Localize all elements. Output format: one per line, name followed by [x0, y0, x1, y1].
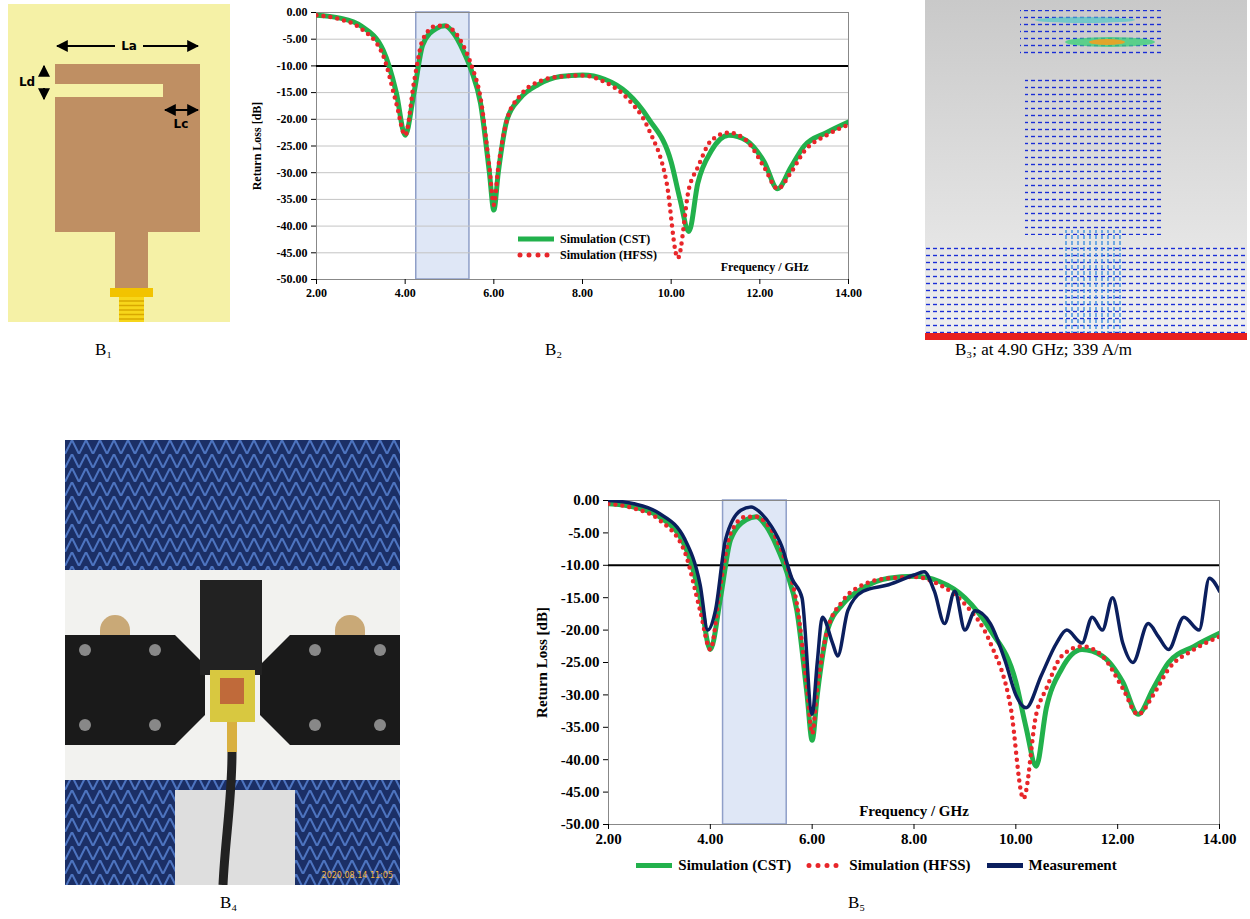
svg-text:-40.00: -40.00	[561, 752, 600, 768]
svg-text:La: La	[121, 39, 137, 53]
svg-text:2020.08.14 11:05: 2020.08.14 11:05	[322, 871, 393, 880]
html-text:Simulation (HFSS): Simulation (HFSS)	[849, 857, 971, 873]
html-text:B₄: B₄	[220, 893, 238, 912]
svg-text:14.00: 14.00	[835, 286, 862, 300]
svg-text:10.00: 10.00	[658, 286, 685, 300]
svg-text:-35.00: -35.00	[561, 719, 600, 735]
svg-text:Frequency / GHz: Frequency / GHz	[859, 803, 969, 819]
svg-text:-30.00: -30.00	[277, 166, 308, 180]
svg-text:10.00: 10.00	[999, 831, 1033, 847]
svg-text:2.00: 2.00	[595, 831, 621, 847]
svg-text:Return Loss [dB]: Return Loss [dB]	[250, 102, 264, 191]
svg-text:-10.00: -10.00	[561, 557, 600, 573]
html-text:Simulation (CST): Simulation (CST)	[678, 857, 792, 873]
svg-text:12.00: 12.00	[746, 286, 773, 300]
svg-text:6.00: 6.00	[483, 286, 504, 300]
svg-text:-50.00: -50.00	[277, 272, 308, 286]
svg-text:-5.00: -5.00	[568, 525, 599, 541]
svg-text:-30.00: -30.00	[561, 687, 600, 703]
svg-text:0.00: 0.00	[287, 5, 308, 19]
svg-text:-20.00: -20.00	[561, 622, 600, 638]
svg-text:-10.00: -10.00	[277, 59, 308, 73]
svg-text:-20.00: -20.00	[277, 112, 308, 126]
svg-text:-45.00: -45.00	[561, 784, 600, 800]
svg-text:-40.00: -40.00	[277, 219, 308, 233]
svg-text:Lc: Lc	[174, 117, 189, 131]
svg-text:-15.00: -15.00	[277, 85, 308, 99]
svg-text:14.00: 14.00	[1203, 831, 1237, 847]
svg-text:6.00: 6.00	[799, 831, 825, 847]
svg-text:4.00: 4.00	[697, 831, 723, 847]
html-text:B₅: B₅	[848, 893, 866, 912]
svg-text:-35.00: -35.00	[277, 192, 308, 206]
svg-text:-25.00: -25.00	[277, 139, 308, 153]
html-text:B₁: B₁	[95, 340, 113, 359]
html-text:Measurement: Measurement	[1028, 857, 1117, 873]
svg-text:-45.00: -45.00	[277, 246, 308, 260]
svg-text:Ld: Ld	[19, 75, 35, 89]
svg-text:8.00: 8.00	[572, 286, 593, 300]
svg-text:Return Loss [dB]: Return Loss [dB]	[534, 607, 550, 718]
svg-text:Frequency / GHz: Frequency / GHz	[721, 260, 809, 274]
svg-text:8.00: 8.00	[901, 831, 927, 847]
html-text:Simulation (HFSS): Simulation (HFSS)	[560, 247, 657, 262]
svg-text:0.00: 0.00	[573, 492, 599, 508]
html-text:B₂: B₂	[545, 340, 563, 359]
svg-text:-50.00: -50.00	[561, 816, 600, 832]
svg-text:12.00: 12.00	[1101, 831, 1135, 847]
svg-text:-5.00: -5.00	[283, 32, 308, 46]
svg-text:-25.00: -25.00	[561, 654, 600, 670]
html-text:B₃; at 4.90 GHz; 339 A/m: B₃; at 4.90 GHz; 339 A/m	[955, 340, 1132, 359]
svg-text:2.00: 2.00	[306, 286, 327, 300]
svg-text:-15.00: -15.00	[561, 590, 600, 606]
svg-text:4.00: 4.00	[395, 286, 416, 300]
html-text:Simulation (CST): Simulation (CST)	[560, 231, 651, 246]
